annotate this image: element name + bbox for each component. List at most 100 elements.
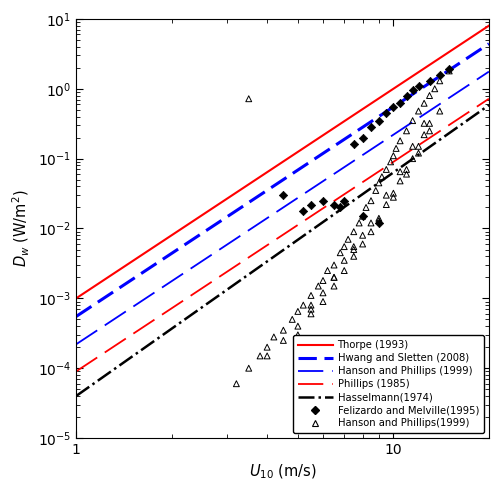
Point xyxy=(414,107,422,115)
Point xyxy=(263,343,271,351)
Point xyxy=(330,274,338,281)
Point xyxy=(392,145,400,153)
Point xyxy=(382,165,390,173)
Point xyxy=(270,333,278,341)
Point xyxy=(307,305,315,313)
Point xyxy=(358,231,366,239)
Point xyxy=(436,77,444,85)
Point xyxy=(344,235,352,243)
Point xyxy=(319,197,327,205)
Point xyxy=(372,186,380,194)
Point xyxy=(446,65,454,73)
Point xyxy=(402,92,410,99)
Point xyxy=(340,267,348,275)
Point xyxy=(336,204,344,212)
Y-axis label: $D_w$ (W/m$^2$): $D_w$ (W/m$^2$) xyxy=(11,190,32,267)
Point xyxy=(355,219,363,227)
Point xyxy=(324,267,332,275)
Point xyxy=(300,207,308,215)
Point xyxy=(319,298,327,306)
Point xyxy=(300,301,308,309)
Point xyxy=(375,216,383,224)
Point xyxy=(350,252,358,260)
Point xyxy=(420,131,428,139)
Point xyxy=(402,127,410,135)
Point xyxy=(280,191,287,199)
Point xyxy=(375,117,383,124)
Point xyxy=(288,315,296,323)
Point xyxy=(256,352,264,360)
Point xyxy=(358,240,366,248)
Point xyxy=(340,256,348,264)
Point xyxy=(244,364,252,372)
Point xyxy=(378,173,386,181)
Point xyxy=(319,277,327,284)
Point xyxy=(358,212,366,220)
Point xyxy=(336,249,344,257)
Point xyxy=(375,179,383,187)
Point xyxy=(358,134,366,142)
Point xyxy=(426,77,434,85)
Point xyxy=(390,103,398,111)
Point xyxy=(367,228,375,236)
Point xyxy=(396,168,404,176)
Point xyxy=(396,99,404,107)
Point xyxy=(280,337,287,344)
Point xyxy=(420,120,428,127)
Point xyxy=(382,109,390,117)
Point xyxy=(408,154,416,162)
Point xyxy=(350,243,358,250)
Point xyxy=(390,193,398,201)
Point xyxy=(414,142,422,150)
Point xyxy=(340,197,348,205)
Point xyxy=(362,204,370,212)
Point xyxy=(307,301,315,309)
Point xyxy=(375,219,383,227)
Point xyxy=(408,142,416,150)
Point xyxy=(307,310,315,318)
Point xyxy=(402,170,410,178)
Point xyxy=(307,201,315,209)
Point xyxy=(382,191,390,199)
Point xyxy=(330,282,338,290)
Point xyxy=(350,246,358,253)
Point xyxy=(350,140,358,148)
Point xyxy=(386,158,394,166)
Point xyxy=(232,380,240,388)
Point xyxy=(446,67,454,75)
Point xyxy=(367,197,375,205)
Point xyxy=(396,177,404,185)
Point xyxy=(358,212,366,220)
Point xyxy=(408,117,416,124)
Point xyxy=(330,261,338,269)
Point xyxy=(402,165,410,173)
Point xyxy=(367,123,375,131)
X-axis label: $U_{10}$ (m/s): $U_{10}$ (m/s) xyxy=(248,462,316,481)
Point xyxy=(294,308,302,315)
Point xyxy=(426,120,434,127)
Point xyxy=(280,326,287,334)
Point xyxy=(396,137,404,145)
Point xyxy=(436,107,444,115)
Point xyxy=(426,92,434,99)
Point xyxy=(294,322,302,330)
Point xyxy=(244,95,252,103)
Point xyxy=(414,149,422,157)
Point xyxy=(382,201,390,209)
Point xyxy=(426,127,434,135)
Point xyxy=(340,243,348,250)
Point xyxy=(263,352,271,360)
Point xyxy=(330,274,338,281)
Point xyxy=(330,201,338,209)
Point xyxy=(390,152,398,160)
Point xyxy=(436,70,444,78)
Point xyxy=(420,99,428,107)
Point xyxy=(408,87,416,94)
Point xyxy=(414,82,422,90)
Point xyxy=(367,219,375,227)
Point xyxy=(319,289,327,297)
Point xyxy=(307,292,315,300)
Point xyxy=(294,331,302,339)
Point xyxy=(430,85,438,92)
Point xyxy=(314,282,322,290)
